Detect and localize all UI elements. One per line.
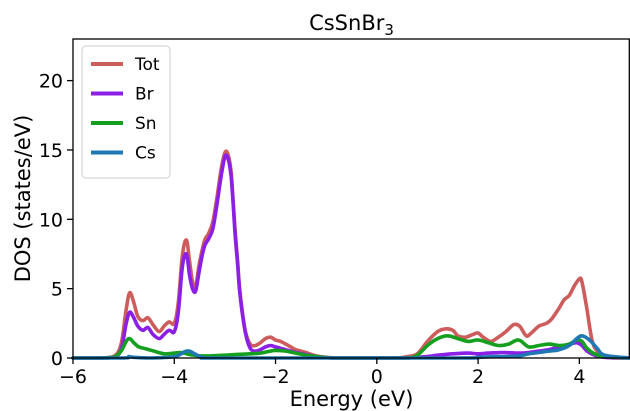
legend-label: Br [135,85,154,105]
x-tick-label: −2 [262,366,290,388]
series-line-tot [71,149,630,360]
axis-ticks: −6 −4 −2 0 2 4 0 5 10 15 20 [39,71,586,388]
plot-frame [72,38,630,359]
y-tick-label: 20 [39,71,63,93]
x-tick-label: 2 [472,366,484,388]
y-tick-label: 10 [39,209,63,231]
legend-label: Cs [135,144,156,164]
legend: Tot Br Sn Cs [81,45,171,179]
legend-item-cs: Cs [91,144,156,164]
x-tick-label: −6 [59,366,87,388]
y-tick-label: 15 [39,140,63,162]
legend-items: Tot Br Sn Cs [91,55,160,164]
y-tick-label: 0 [51,348,63,370]
chart-title-main: CsSnBr [309,11,385,35]
series-lines [71,149,630,360]
legend-label: Tot [134,55,160,75]
chart-title-subscript: 3 [384,21,394,39]
legend-box [81,45,171,179]
y-tick-label: 5 [51,279,63,301]
x-tick-label: −4 [160,366,188,388]
legend-item-sn: Sn [91,114,157,134]
x-axis-label: Energy (eV) [290,387,414,411]
series-line-sn [71,334,630,360]
legend-item-tot: Tot [91,55,160,75]
series-line-br [71,153,630,360]
legend-item-br: Br [91,85,154,105]
x-tick-label: 0 [371,366,383,388]
legend-label: Sn [135,114,157,134]
y-axis-label: DOS (states/eV) [11,115,35,283]
chart-title: CsSnBr3 [309,11,394,39]
x-tick-label: 4 [573,366,585,388]
